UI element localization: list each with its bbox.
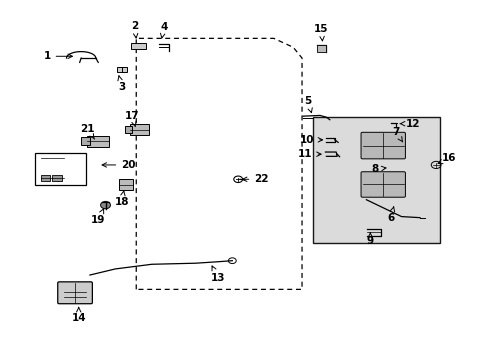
FancyBboxPatch shape [312, 117, 439, 243]
Bar [130, 125, 149, 135]
Text: 12: 12 [399, 119, 419, 129]
Bar [87, 135, 109, 147]
Text: 9: 9 [366, 233, 373, 246]
Text: 10: 10 [299, 135, 322, 145]
Text: 13: 13 [210, 266, 224, 283]
Bar [52, 175, 61, 181]
Text: 8: 8 [371, 164, 385, 174]
Bar [316, 45, 326, 51]
Text: 6: 6 [386, 207, 394, 222]
FancyBboxPatch shape [35, 153, 86, 185]
Bar [119, 179, 133, 190]
Text: 7: 7 [391, 127, 402, 142]
Text: 14: 14 [71, 307, 86, 323]
Text: 3: 3 [118, 76, 125, 92]
Text: 5: 5 [304, 96, 312, 113]
Text: 21: 21 [80, 124, 95, 139]
Text: 4: 4 [160, 22, 167, 38]
FancyBboxPatch shape [360, 132, 405, 159]
Text: 19: 19 [91, 209, 105, 225]
Text: 17: 17 [125, 111, 140, 127]
Text: 16: 16 [437, 153, 456, 164]
FancyBboxPatch shape [58, 282, 92, 304]
Bar [81, 137, 90, 145]
Text: 22: 22 [242, 174, 268, 184]
Text: 1: 1 [43, 51, 72, 61]
FancyBboxPatch shape [360, 172, 405, 197]
Text: 11: 11 [298, 149, 321, 159]
Bar [131, 42, 146, 49]
Bar [41, 175, 50, 181]
Text: 20: 20 [102, 160, 136, 170]
Circle shape [101, 202, 110, 209]
Text: 2: 2 [131, 21, 138, 38]
Text: 18: 18 [114, 191, 129, 207]
Bar [125, 126, 132, 134]
Text: 15: 15 [314, 24, 328, 41]
Bar [117, 67, 127, 72]
